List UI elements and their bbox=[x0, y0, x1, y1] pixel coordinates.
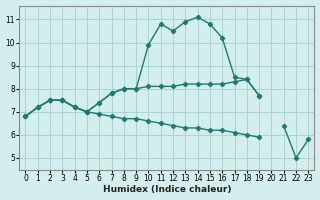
X-axis label: Humidex (Indice chaleur): Humidex (Indice chaleur) bbox=[103, 185, 231, 194]
